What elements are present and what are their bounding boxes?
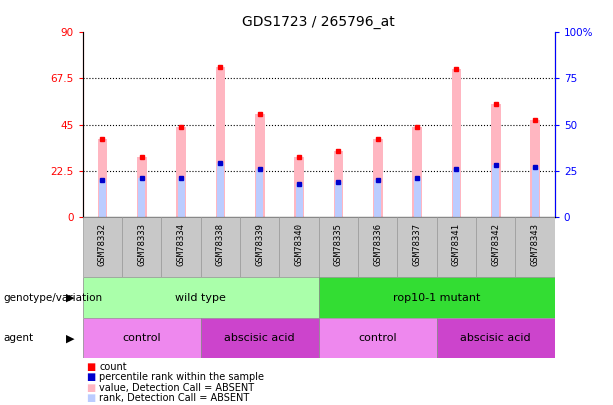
Bar [161,217,201,277]
Bar [530,120,540,217]
Bar [99,180,106,217]
Text: abscisic acid: abscisic acid [460,333,531,343]
Bar [138,178,145,217]
Text: value, Detection Call = ABSENT: value, Detection Call = ABSENT [99,383,254,392]
Text: abscisic acid: abscisic acid [224,333,295,343]
Text: GSM78336: GSM78336 [373,222,383,266]
Bar [531,167,539,217]
Text: ■: ■ [86,383,95,392]
Bar [201,217,240,277]
Text: wild type: wild type [175,293,226,303]
Bar [397,217,436,277]
Bar [374,180,381,217]
Bar [373,139,383,217]
Bar [294,157,304,217]
Bar [436,217,476,277]
Text: ■: ■ [86,372,95,382]
Text: control: control [359,333,397,343]
Bar [201,318,319,358]
Bar [83,277,319,318]
Bar [476,217,516,277]
Text: control: control [123,333,161,343]
Bar [280,217,319,277]
Text: ■: ■ [86,393,95,403]
Text: GSM78332: GSM78332 [98,222,107,266]
Bar [137,157,147,217]
Bar [240,217,280,277]
Text: GSM78343: GSM78343 [531,222,539,266]
Text: GSM78338: GSM78338 [216,222,225,266]
Text: GSM78335: GSM78335 [334,222,343,266]
Bar [216,67,226,217]
Bar [516,217,555,277]
Bar [83,217,122,277]
Bar [453,169,460,217]
Bar [176,127,186,217]
Bar [319,217,358,277]
Text: GSM78334: GSM78334 [177,222,186,266]
Bar [319,318,436,358]
Bar [295,183,303,217]
Bar [217,163,224,217]
Bar [256,169,264,217]
Text: ▶: ▶ [66,293,75,303]
Text: rank, Detection Call = ABSENT: rank, Detection Call = ABSENT [99,393,249,403]
Bar [122,217,161,277]
Bar [492,165,500,217]
Text: GSM78339: GSM78339 [255,222,264,266]
Text: GSM78340: GSM78340 [295,222,303,266]
Bar [358,217,397,277]
Text: GSM78341: GSM78341 [452,222,461,266]
Text: GSM78342: GSM78342 [491,222,500,266]
Text: genotype/variation: genotype/variation [3,293,102,303]
Bar [335,182,342,217]
Bar [97,139,107,217]
Bar [83,318,201,358]
Text: agent: agent [3,333,33,343]
Bar [319,277,555,318]
Text: GSM78333: GSM78333 [137,222,147,266]
Bar [178,178,185,217]
Bar [414,178,421,217]
Bar [255,114,265,217]
Title: GDS1723 / 265796_at: GDS1723 / 265796_at [242,15,395,29]
Text: percentile rank within the sample: percentile rank within the sample [99,372,264,382]
Text: GSM78337: GSM78337 [413,222,422,266]
Text: ■: ■ [86,362,95,371]
Bar [412,127,422,217]
Text: count: count [99,362,127,371]
Text: rop10-1 mutant: rop10-1 mutant [393,293,481,303]
Bar [452,69,462,217]
Bar [436,318,555,358]
Text: ▶: ▶ [66,333,75,343]
Bar [491,104,501,217]
Bar [333,151,343,217]
